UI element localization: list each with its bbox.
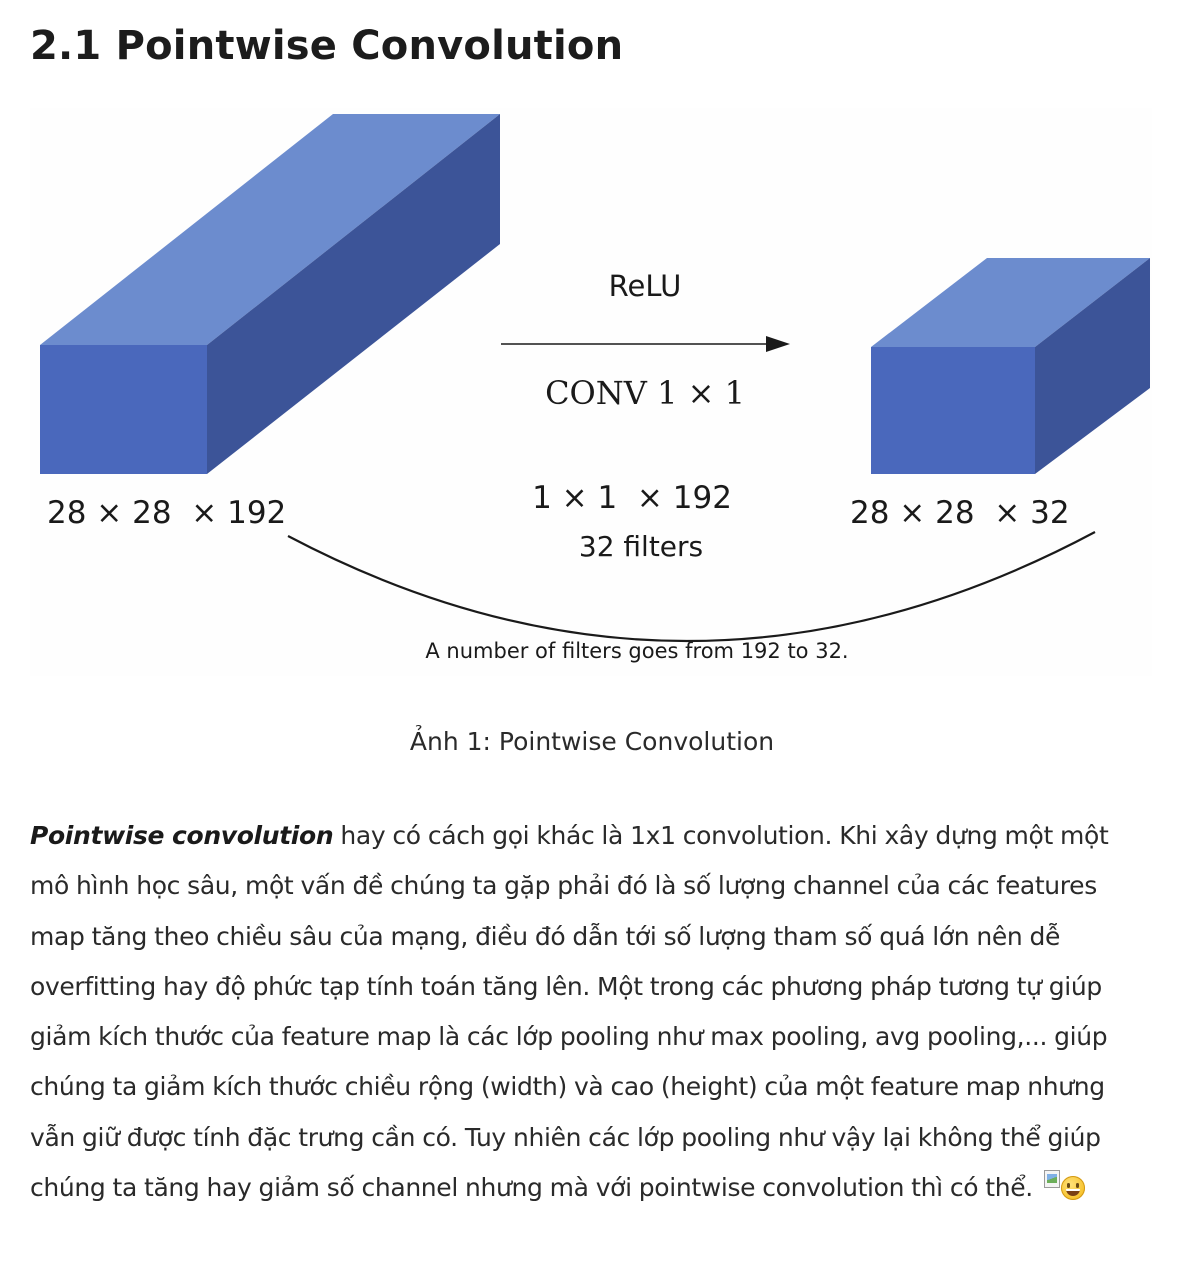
arrow-head <box>766 336 790 352</box>
output-cube-top-face <box>871 258 1150 347</box>
input-tensor-cube <box>40 114 500 474</box>
pointwise-convolution-figure: ReLU CONV 1 × 1 1 × 1 × 192 32 filters 2… <box>30 108 1152 676</box>
body-paragraph: Pointwise convolution hay có cách gọi kh… <box>30 811 1154 1213</box>
filter-size-label: 1 × 1 × 192 <box>532 480 732 516</box>
activation-label: ReLU <box>609 269 682 303</box>
operation-arrow <box>501 336 790 352</box>
filter-reduction-note: A number of filters goes from 192 to 32. <box>425 639 848 663</box>
input-cube-side-face <box>207 114 500 474</box>
key-term: Pointwise convolution <box>30 821 334 850</box>
inline-emoji-image <box>1043 1170 1086 1201</box>
input-cube-front-face <box>40 345 207 474</box>
output-cube-front-face <box>871 347 1035 474</box>
figure-caption: Ảnh 1: Pointwise Convolution <box>409 727 775 756</box>
grinning-face-emoji-icon <box>1060 1176 1085 1201</box>
output-shape-label: 28 × 28 × 32 <box>850 495 1070 531</box>
reduction-brace-curve <box>287 531 1096 643</box>
input-cube-top-face <box>40 114 500 345</box>
pointwise-convolution-diagram: ReLU CONV 1 × 1 1 × 1 × 192 32 filters 2… <box>40 114 1150 663</box>
output-tensor-cube <box>871 258 1150 474</box>
paragraph-text: hay có cách gọi khác là 1x1 convolution.… <box>30 821 1109 1203</box>
input-shape-label: 28 × 28 × 192 <box>47 495 286 531</box>
conv-label: CONV 1 × 1 <box>545 374 745 412</box>
broken-image-icon <box>1043 1170 1060 1189</box>
output-cube-side-face <box>1035 258 1150 474</box>
filter-count-label: 32 filters <box>579 530 703 563</box>
section-heading: 2.1 Pointwise Convolution <box>30 23 624 69</box>
